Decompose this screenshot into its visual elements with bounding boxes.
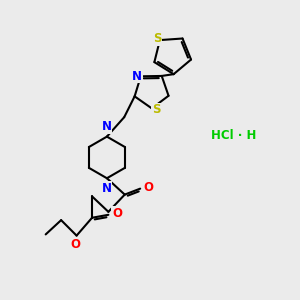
Text: N: N [102, 182, 112, 195]
Text: O: O [70, 238, 80, 251]
Text: S: S [152, 103, 160, 116]
Text: O: O [112, 207, 122, 220]
Text: N: N [132, 70, 142, 83]
Text: N: N [102, 120, 112, 133]
Text: HCl · H: HCl · H [211, 129, 256, 142]
Text: S: S [153, 32, 161, 45]
Text: O: O [144, 181, 154, 194]
